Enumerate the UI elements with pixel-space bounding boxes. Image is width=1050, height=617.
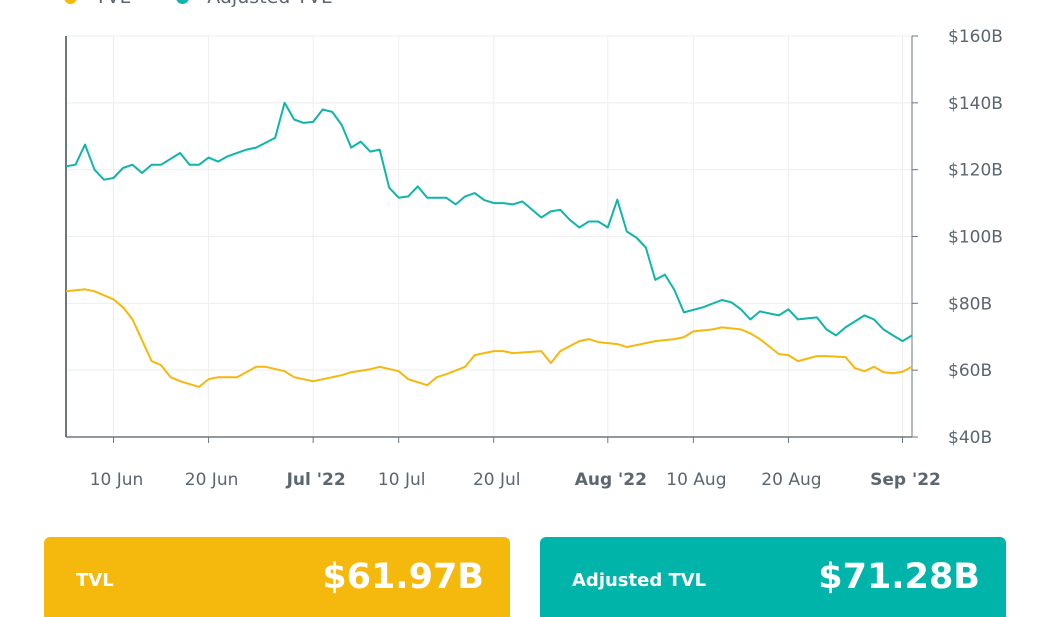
tvl-card-value: $61.97B	[322, 557, 484, 597]
y-tick-label: $100B	[948, 228, 1003, 248]
x-tick-label: 20 Jun	[185, 470, 239, 490]
legend-item-tvl[interactable]: TVL	[64, 0, 130, 8]
tvl-dot-icon	[64, 0, 77, 4]
y-tick-label: $80B	[948, 294, 992, 314]
x-tick-label: Aug '22	[575, 470, 647, 490]
adjusted-tvl-card-value: $71.28B	[818, 557, 980, 597]
x-tick-label: Jul '22	[286, 470, 346, 490]
tvl-card: TVL $61.97B	[44, 537, 510, 617]
x-tick-label: 10 Jun	[90, 470, 144, 490]
y-tick-label: $160B	[948, 27, 1003, 47]
legend-item-adjusted-tvl[interactable]: Adjusted TVL	[176, 0, 332, 8]
tvl-line-chart: $40B $60B $80B $100B $120B $140B $160B 10 Jun 20…	[65, 27, 1003, 490]
x-tick-label: 20 Jul	[473, 470, 521, 490]
legend-label: Adjusted TVL	[207, 0, 331, 8]
x-tick-label: Sep '22	[870, 470, 941, 490]
x-tick-label: 10 Aug	[666, 470, 726, 490]
chart-legend: TVL Adjusted TVL	[64, 0, 378, 8]
x-tick-label: 10 Jul	[378, 470, 426, 490]
legend-label: TVL	[95, 0, 130, 8]
y-tick-label: $140B	[948, 94, 1003, 114]
y-tick-label: $60B	[948, 361, 992, 381]
tvl-card-label: TVL	[76, 570, 114, 591]
adjusted-tvl-card: Adjusted TVL $71.28B	[540, 537, 1006, 617]
y-tick-label: $120B	[948, 161, 1003, 181]
tvl-series-line	[65, 288, 913, 388]
adjusted-tvl-dot-icon	[176, 0, 190, 4]
y-tick-label: $40B	[948, 428, 992, 448]
adjusted-tvl-card-label: Adjusted TVL	[572, 570, 707, 591]
x-tick-label: 20 Aug	[761, 470, 821, 490]
adjusted-tvl-series-line	[65, 101, 913, 343]
